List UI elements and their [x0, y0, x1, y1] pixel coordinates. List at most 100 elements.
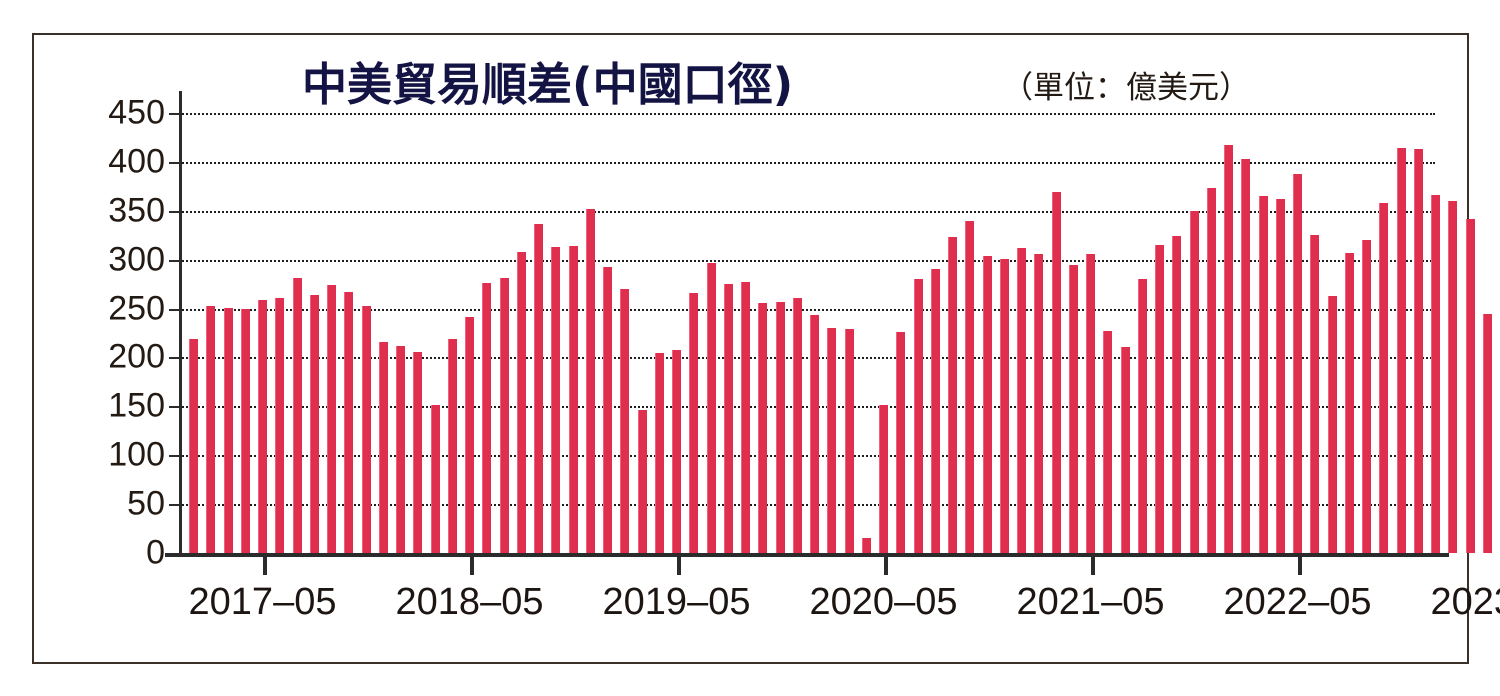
bar	[1051, 192, 1061, 553]
bar	[654, 352, 664, 553]
bar	[1189, 210, 1199, 553]
bar	[1224, 145, 1233, 553]
bar	[1293, 173, 1302, 553]
y-axis-line	[179, 91, 182, 553]
bar	[758, 302, 768, 553]
bar	[482, 283, 492, 553]
bar	[1155, 245, 1164, 553]
bar	[827, 328, 837, 553]
bar	[706, 262, 716, 553]
bar	[465, 317, 474, 553]
y-axis-tick-label: 450	[108, 93, 165, 132]
y-axis-tick-label: 200	[108, 337, 165, 376]
x-axis-tick-label: 2019–05	[602, 581, 751, 623]
x-tick-mark	[883, 553, 888, 575]
bar	[1034, 253, 1044, 553]
bar	[1327, 295, 1337, 553]
bar	[585, 208, 595, 553]
gridline	[179, 210, 1435, 213]
y-tick-mark	[169, 504, 179, 507]
bar	[999, 258, 1009, 553]
y-axis-tick-label: 0	[146, 533, 165, 572]
bar	[240, 308, 250, 553]
y-axis-tick-label: 350	[108, 191, 165, 230]
bar	[896, 332, 906, 553]
y-tick-mark	[169, 455, 179, 458]
bar	[1241, 158, 1251, 553]
bar	[275, 297, 285, 553]
bar	[344, 291, 354, 553]
bar	[1362, 240, 1371, 553]
gridline	[179, 308, 1435, 311]
gridline	[179, 161, 1435, 164]
y-axis-tick-label: 100	[108, 435, 165, 474]
bar	[741, 282, 750, 553]
y-tick-mark	[169, 357, 179, 360]
bar	[1103, 331, 1113, 553]
title-row: 中美貿易順差(中國口徑) （單位：億美元）	[34, 57, 1467, 119]
bar	[447, 338, 457, 553]
bar	[861, 538, 871, 553]
bar	[309, 294, 319, 553]
y-axis-tick-label: 250	[108, 289, 165, 328]
bar	[499, 278, 509, 553]
bar	[810, 315, 819, 553]
bar	[637, 410, 647, 553]
bar	[1258, 196, 1268, 553]
x-axis-line	[165, 553, 1449, 557]
x-tick-mark	[262, 553, 267, 575]
bar	[516, 251, 526, 553]
bar	[534, 223, 543, 553]
bar	[430, 405, 440, 553]
bar	[206, 305, 216, 553]
plot-area: 450 400 350 300 250 200 150 100 50 0 2017–05 2018–…	[108, 91, 1500, 623]
y-tick-mark	[169, 308, 179, 311]
y-axis-tick-label: 400	[108, 142, 165, 181]
bar	[1068, 264, 1078, 553]
bar	[879, 405, 888, 553]
x-tick-mark	[676, 553, 681, 575]
bar	[723, 284, 733, 553]
bar	[258, 299, 267, 553]
y-tick-mark	[169, 113, 179, 115]
bar	[948, 237, 957, 553]
gridline	[179, 504, 1435, 507]
x-tick-mark	[469, 553, 474, 575]
bar	[1120, 346, 1130, 553]
bar	[1137, 279, 1147, 553]
x-axis-tick-label: 2023–05	[1430, 581, 1500, 623]
bar	[672, 349, 681, 553]
bar	[551, 246, 561, 553]
bar	[292, 278, 302, 553]
x-axis-tick-label: 2020–05	[809, 581, 958, 623]
bar	[1413, 149, 1423, 553]
bar	[689, 292, 699, 553]
bar	[620, 289, 630, 553]
x-tick-mark	[1297, 553, 1302, 575]
gridline	[179, 259, 1435, 262]
gridline	[179, 113, 1435, 115]
bar	[189, 338, 198, 553]
bar	[396, 345, 405, 553]
bar	[223, 307, 233, 553]
gridline	[179, 406, 1435, 409]
y-tick-mark	[169, 259, 179, 262]
y-tick-mark	[169, 210, 179, 213]
y-axis-tick-label: 150	[108, 386, 165, 425]
bar	[1344, 252, 1354, 553]
plot-inner: 450 400 350 300 250 200 150 100 50 0 2017–05 2018–…	[108, 91, 1500, 623]
bar	[775, 301, 785, 553]
bar	[1465, 218, 1475, 553]
bar	[1482, 314, 1492, 553]
x-axis-tick-label: 2017–05	[188, 581, 337, 623]
chart-frame: 中美貿易順差(中國口徑) （單位：億美元） 450 400 350 300 250 200…	[32, 33, 1500, 664]
x-axis-tick-label: 2022–05	[1223, 581, 1372, 623]
bar	[844, 329, 854, 553]
bar	[913, 279, 923, 553]
y-tick-mark	[169, 161, 179, 164]
x-axis-tick-label: 2018–05	[395, 581, 544, 623]
bar	[982, 255, 992, 553]
chart-unit-label: （單位：億美元）	[1002, 70, 1250, 106]
bar	[1275, 199, 1285, 553]
gridline	[179, 357, 1435, 360]
